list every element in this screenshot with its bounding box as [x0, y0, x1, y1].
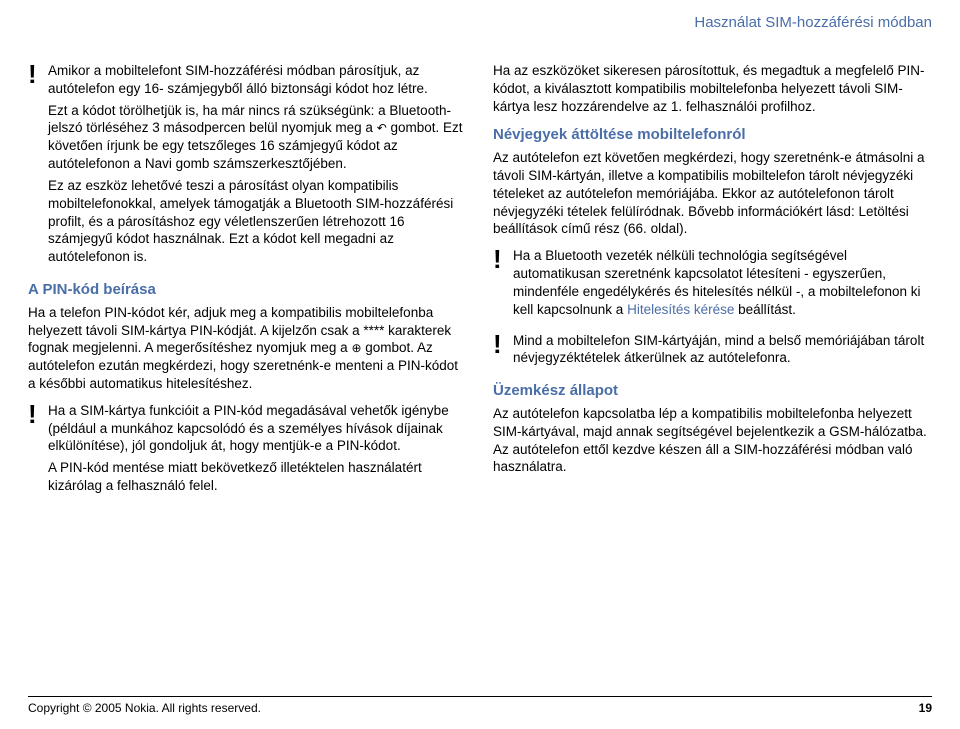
paragraph: A PIN-kód mentése miatt bekövetkező ille… [48, 459, 467, 495]
ready-section-title: Üzemkész állapot [493, 381, 932, 401]
page-footer: Copyright © 2005 Nokia. All rights reser… [28, 696, 932, 715]
navi-icon: ⊕ [351, 341, 361, 357]
paragraph: Ezt a kódot törölhetjük is, ha már nincs… [48, 102, 467, 173]
note-body: Mind a mobiltelefon SIM-kártyáján, mind … [513, 332, 932, 372]
exclamation-icon: ! [493, 334, 507, 372]
right-column: Ha az eszközöket sikeresen párosítottuk,… [493, 62, 932, 508]
note-block: ! Mind a mobiltelefon SIM-kártyáján, min… [493, 332, 932, 372]
note-body: Ha a SIM-kártya funkcióit a PIN-kód mega… [48, 402, 467, 499]
back-icon: ↶ [377, 121, 387, 137]
note-body: Amikor a mobiltelefont SIM-hozzáférési m… [48, 62, 467, 270]
paragraph: Ha a telefon PIN-kódot kér, adjuk meg a … [28, 304, 467, 393]
paragraph: Ha az eszközöket sikeresen párosítottuk,… [493, 62, 932, 115]
exclamation-icon: ! [493, 249, 507, 322]
exclamation-icon: ! [28, 404, 42, 499]
note-block: ! Amikor a mobiltelefont SIM-hozzáférési… [28, 62, 467, 270]
note-body: Ha a Bluetooth vezeték nélküli technológ… [513, 247, 932, 322]
contacts-section-title: Névjegyek áttöltése mobiltelefonról [493, 125, 932, 145]
link-text: Hitelesítés kérése [627, 302, 734, 317]
page-number: 19 [919, 701, 932, 715]
left-column: ! Amikor a mobiltelefont SIM-hozzáférési… [28, 62, 467, 508]
paragraph: Amikor a mobiltelefont SIM-hozzáférési m… [48, 62, 467, 98]
paragraph: Az autótelefon kapcsolatba lép a kompati… [493, 405, 932, 476]
copyright-text: Copyright © 2005 Nokia. All rights reser… [28, 701, 261, 715]
paragraph: Ha a Bluetooth vezeték nélküli technológ… [513, 247, 932, 318]
paragraph: Ez az eszköz lehetővé teszi a párosítást… [48, 177, 467, 266]
exclamation-icon: ! [28, 64, 42, 270]
pin-section-title: A PIN-kód beírása [28, 280, 467, 300]
text: beállítást. [734, 302, 796, 317]
paragraph: Mind a mobiltelefon SIM-kártyáján, mind … [513, 332, 932, 368]
note-block: ! Ha a SIM-kártya funkcióit a PIN-kód me… [28, 402, 467, 499]
section-header: Használat SIM-hozzáférési módban [694, 14, 932, 31]
paragraph: Az autótelefon ezt követően megkérdezi, … [493, 149, 932, 238]
page-content: Használat SIM-hozzáférési módban ! Amiko… [0, 0, 960, 729]
paragraph: Ha a SIM-kártya funkcióit a PIN-kód mega… [48, 402, 467, 455]
two-column-layout: ! Amikor a mobiltelefont SIM-hozzáférési… [28, 62, 932, 508]
note-block: ! Ha a Bluetooth vezeték nélküli technol… [493, 247, 932, 322]
